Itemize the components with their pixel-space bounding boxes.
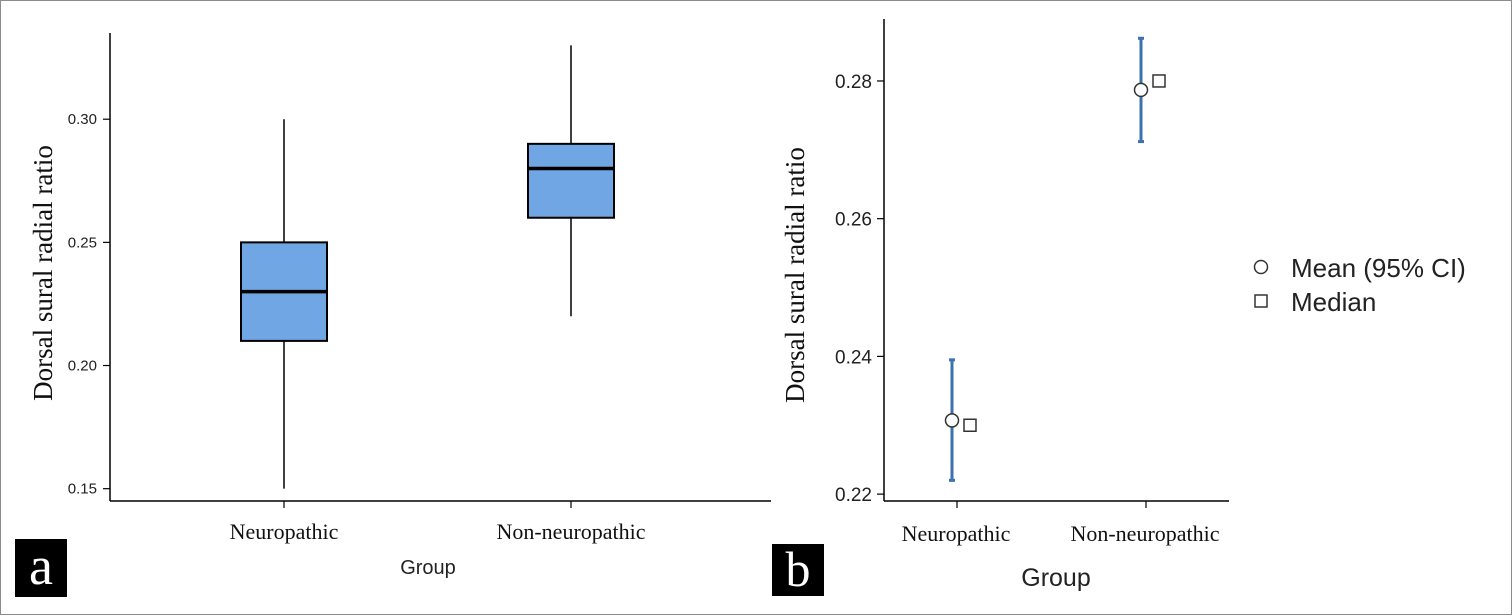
legend-median-label: Median: [1291, 287, 1376, 317]
panel-b-x-tick-label: Neuropathic: [902, 521, 1011, 546]
panel-a-y-tick-label: 0.30: [68, 111, 97, 128]
panel-a-chart: 0.15 0.20 0.25 0.30 Neuropathic Non-neuropath…: [28, 33, 771, 579]
panel-b-legend: Mean (95% CI) Median: [1253, 253, 1466, 317]
panel-b-x-tick-label: Non-neuropathic: [1070, 521, 1219, 546]
panel-a-tag: a: [15, 539, 67, 597]
panel-b-y-axis-title: Dorsal sural radial ratio: [780, 147, 810, 403]
legend-mean-label: Mean (95% CI): [1291, 253, 1466, 283]
panel-a-x-axis-title: Group: [400, 557, 456, 579]
panel-a-y-tick-label: 0.25: [68, 234, 97, 251]
legend-median-marker: [1254, 294, 1268, 308]
panel-b-median-marker: [1152, 74, 1166, 88]
legend-mean-marker: [1253, 259, 1269, 275]
panel-a-box: [527, 142, 615, 219]
panel-a-y-tick-label: 0.15: [68, 481, 97, 498]
panel-b-y-tick-label: 0.28: [835, 72, 872, 93]
panel-b-tag: b: [772, 544, 824, 596]
panel-b-median-marker: [963, 418, 977, 433]
panel-b-mean-marker: [1133, 82, 1149, 98]
panel-a-x-tick-label: Non-neuropathic: [496, 519, 645, 544]
panel-b-y-tick-label: 0.22: [835, 485, 872, 506]
panel-b-x-axis-title: Group: [1021, 564, 1090, 592]
panel-b-mean-marker: [944, 413, 960, 428]
panel-a-x-tick-label: Neuropathic: [230, 519, 339, 544]
panel-b-chart: 0.22 0.24 0.26 0.28 Neuropathic Non-neuropath…: [780, 19, 1466, 592]
panel-a-y-axis-title: Dorsal sural radial ratio: [28, 145, 58, 401]
panel-b-y-tick-label: 0.26: [835, 210, 872, 231]
panel-a-y-tick-label: 0.20: [68, 358, 97, 375]
panel-b-y-tick-label: 0.24: [835, 347, 872, 368]
